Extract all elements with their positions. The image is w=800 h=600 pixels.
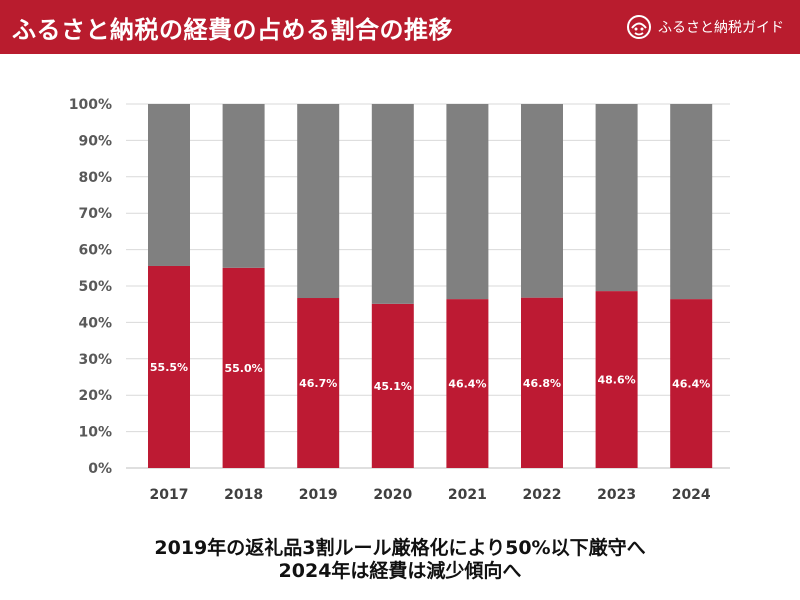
bar-expense bbox=[371, 303, 414, 468]
bar-other bbox=[148, 104, 190, 266]
stacked-bar-chart: 0% 10% 20% 30% 40% 50% 60% 70% 80% 90% 100% 55.5% 20… bbox=[69, 97, 730, 503]
caption-line-1: 2019年の返礼品3割ルール厳格化により50%以下厳守へ bbox=[154, 537, 646, 559]
y-tick-label: 100% bbox=[69, 97, 112, 113]
bar-expense bbox=[521, 297, 563, 468]
bar-other bbox=[521, 104, 563, 298]
page-title: ふるさと納税の経費の占める割合の推移 bbox=[12, 15, 453, 44]
y-tick-label: 0% bbox=[88, 461, 112, 477]
x-tick-label: 2017 bbox=[150, 487, 189, 503]
caption-line-2: 2024年は経費は減少傾向へ bbox=[278, 560, 522, 582]
bar-other bbox=[446, 104, 489, 300]
x-tick-label: 2018 bbox=[224, 487, 263, 503]
y-tick-label: 30% bbox=[78, 352, 112, 368]
x-tick-label: 2024 bbox=[672, 487, 711, 503]
y-tick-label: 40% bbox=[78, 315, 112, 331]
brand-logo-icon bbox=[626, 14, 652, 40]
y-tick-label: 50% bbox=[78, 279, 112, 295]
y-tick-label: 70% bbox=[78, 206, 112, 222]
data-label: 46.8% bbox=[523, 377, 561, 390]
data-label: 45.1% bbox=[374, 380, 412, 393]
bar-other bbox=[371, 104, 414, 304]
x-tick-label: 2021 bbox=[448, 487, 487, 503]
data-label: 46.7% bbox=[299, 377, 337, 390]
bar-other bbox=[670, 104, 713, 300]
bar-other bbox=[222, 104, 265, 268]
bar-expense bbox=[446, 299, 489, 468]
y-tick-label: 60% bbox=[78, 243, 112, 259]
y-tick-label: 10% bbox=[78, 425, 112, 441]
brand[interactable]: ふるさと納税ガイド bbox=[626, 14, 784, 40]
header-bar: ふるさと納税の経費の占める割合の推移 ふるさと納税ガイド bbox=[0, 0, 800, 54]
bar-expense bbox=[222, 267, 265, 468]
bar-expense bbox=[297, 298, 340, 468]
x-tick-label: 2019 bbox=[299, 487, 338, 503]
data-label: 55.5% bbox=[150, 361, 188, 374]
x-tick-label: 2023 bbox=[597, 487, 636, 503]
y-tick-label: 90% bbox=[78, 133, 112, 149]
x-tick-label: 2020 bbox=[373, 487, 412, 503]
bar-expense bbox=[595, 291, 638, 468]
bar-expense bbox=[670, 299, 713, 468]
y-tick-label: 20% bbox=[78, 388, 112, 404]
x-tick-label: 2022 bbox=[523, 487, 562, 503]
bar-other bbox=[297, 104, 340, 299]
bar-expense bbox=[148, 265, 190, 468]
data-label: 46.4% bbox=[448, 378, 486, 391]
brand-name: ふるさと納税ガイド bbox=[658, 20, 784, 36]
y-tick-label: 80% bbox=[78, 170, 112, 186]
data-label: 46.4% bbox=[672, 378, 710, 391]
bar-other bbox=[595, 104, 638, 292]
data-label: 48.6% bbox=[598, 374, 636, 387]
data-label: 55.0% bbox=[225, 362, 263, 375]
